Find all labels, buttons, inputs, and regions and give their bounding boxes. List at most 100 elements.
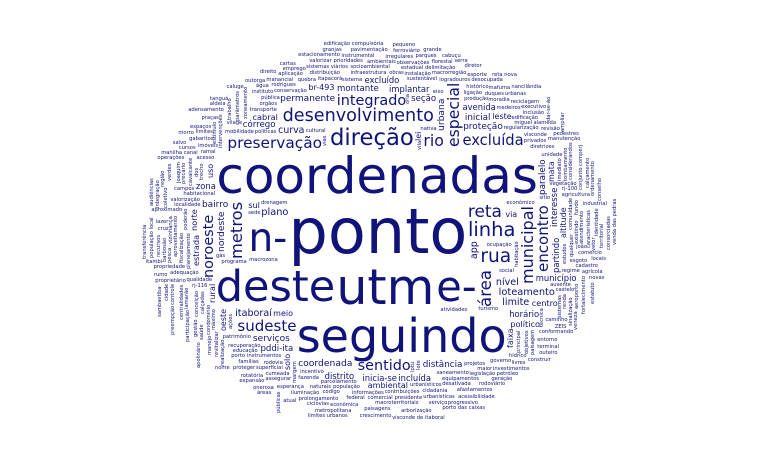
cloud-word: ramal bbox=[200, 149, 216, 156]
cloud-word: equipamentos bbox=[442, 376, 480, 383]
cloud-word: florestal bbox=[431, 58, 453, 65]
cloud-word: observações bbox=[396, 59, 430, 66]
cloud-word: estímulo bbox=[212, 121, 219, 145]
cloud-word: vias bbox=[322, 135, 329, 146]
cloud-word: agrícola bbox=[581, 269, 603, 276]
cloud-word: permanente bbox=[280, 93, 336, 104]
cloud-word: imóveis bbox=[197, 143, 219, 150]
cloud-word: patrimônio bbox=[222, 333, 251, 340]
cloud-word: faixa bbox=[506, 328, 516, 349]
cloud-word: delimitação bbox=[425, 64, 456, 71]
cloud-word: mobilidade bbox=[225, 129, 254, 136]
cloud-word: naturais bbox=[309, 383, 332, 390]
cloud-word: ausente bbox=[550, 281, 571, 288]
cloud-word: macrozona bbox=[249, 257, 278, 264]
cloud-word: nancilândia bbox=[511, 84, 542, 91]
cloud-word: transporte bbox=[249, 106, 277, 113]
cloud-word: políticas bbox=[254, 129, 277, 136]
cloud-word: pedestres bbox=[553, 131, 579, 138]
cloud-word: sustentável bbox=[406, 76, 438, 83]
cloud-word: eixo bbox=[432, 88, 444, 95]
cloud-word: turismo bbox=[478, 305, 499, 312]
cloud-word: cadastro bbox=[575, 262, 598, 269]
cloud-word: córrego bbox=[242, 120, 276, 131]
cloud-word: rodovia bbox=[263, 359, 283, 366]
cloud-word: rural bbox=[206, 283, 217, 303]
cloud-word: manancial bbox=[266, 76, 294, 83]
cloud-word: partindo bbox=[550, 238, 561, 274]
cloud-word: proteção bbox=[463, 121, 503, 132]
cloud-word: diretor bbox=[464, 62, 482, 69]
cloud-word: pequeno bbox=[392, 42, 416, 49]
cloud-word: fundo bbox=[573, 200, 580, 216]
cloud-word: aplicação bbox=[278, 71, 303, 78]
cloud-word: moradia bbox=[488, 96, 510, 103]
cloud-word: audiências bbox=[148, 178, 155, 207]
cloud-word: planejamento bbox=[186, 233, 193, 270]
cloud-word: estacionamento bbox=[298, 52, 340, 59]
cloud-word: controle bbox=[169, 283, 176, 305]
cloud-word: rio bbox=[423, 130, 444, 150]
cloud-word: dos bbox=[193, 167, 200, 177]
cloud-word: aproximado bbox=[151, 207, 183, 214]
cloud-word: gás bbox=[215, 252, 226, 259]
cloud-word: imediato bbox=[557, 157, 564, 181]
cloud-word: produção bbox=[464, 96, 489, 103]
cloud-word: assegurar bbox=[265, 376, 292, 383]
cloud-word: distância bbox=[422, 359, 463, 370]
cloud-word: vilage bbox=[226, 120, 243, 127]
cloud-word: revisão bbox=[541, 125, 560, 132]
cloud-word: valorizar bbox=[309, 57, 332, 64]
cloud-word: participação bbox=[185, 310, 192, 343]
cloud-word: aldeia bbox=[209, 101, 226, 108]
cloud-word: públicas bbox=[276, 391, 283, 413]
cloud-word: cruz bbox=[157, 226, 169, 233]
cloud-word: rodrigues bbox=[271, 82, 296, 88]
cloud-word: ampliar bbox=[560, 112, 567, 132]
cloud-word: cabuçu bbox=[442, 52, 461, 59]
cloud-word: estudos bbox=[562, 243, 569, 265]
cloud-word: vegetação bbox=[549, 180, 577, 187]
cloud-word: br-493 bbox=[308, 82, 335, 92]
cloud-word: conceição bbox=[193, 290, 200, 317]
cloud-word: parcelamento bbox=[320, 378, 357, 385]
cloud-word: bairro bbox=[201, 199, 229, 210]
cloud-word: manutenção bbox=[547, 136, 581, 143]
cloud-word: comercial bbox=[367, 394, 393, 401]
cloud-word: qualidade bbox=[186, 277, 213, 284]
cloud-word: integrado bbox=[336, 93, 407, 110]
cloud-word: sede bbox=[248, 209, 261, 216]
cloud-word: parâmetros bbox=[235, 90, 242, 121]
cloud-word: metros bbox=[227, 201, 247, 259]
cloud-word: infraestrutura bbox=[350, 70, 387, 77]
cloud-word: nome bbox=[214, 365, 230, 372]
cloud-word: acesso bbox=[196, 155, 215, 162]
cloud-word: edificação bbox=[511, 114, 538, 121]
cloud-word: visconde de itaboraí bbox=[392, 415, 445, 422]
cloud-word: urbana bbox=[435, 98, 447, 131]
cloud-word: porto bbox=[231, 353, 246, 360]
cloud-word: verdes bbox=[167, 163, 174, 182]
cloud-word: instrumental bbox=[341, 52, 375, 59]
cloud-word: ferroviário bbox=[393, 47, 420, 54]
cloud-word: expansão bbox=[239, 377, 265, 384]
cloud-word: paisagem bbox=[529, 329, 536, 356]
cloud-word: porto das caixas bbox=[442, 404, 486, 411]
cloud-word: duques bbox=[484, 90, 504, 97]
cloud-word: loteamento bbox=[498, 286, 555, 298]
cloud-word: noroeste bbox=[200, 214, 217, 278]
cloud-word: regularização bbox=[503, 125, 539, 132]
cloud-word: emprego bbox=[282, 66, 306, 73]
cloud-word: legislação bbox=[469, 371, 496, 377]
cloud-word: itapacorá bbox=[317, 75, 343, 82]
cloud-word: cumeada bbox=[265, 371, 290, 378]
cloud-word: pavimentação bbox=[350, 47, 388, 54]
cloud-word: sistema bbox=[341, 77, 363, 84]
cloud-word: campos bbox=[174, 186, 195, 193]
cloud-word: recursos bbox=[155, 235, 162, 258]
cloud-word: e- bbox=[436, 261, 477, 311]
cloud-word: maior bbox=[477, 365, 493, 372]
cloud-word: macrorregião bbox=[431, 69, 467, 76]
cloud-word: terminal bbox=[537, 343, 559, 350]
cloud-word: ações bbox=[228, 313, 235, 329]
